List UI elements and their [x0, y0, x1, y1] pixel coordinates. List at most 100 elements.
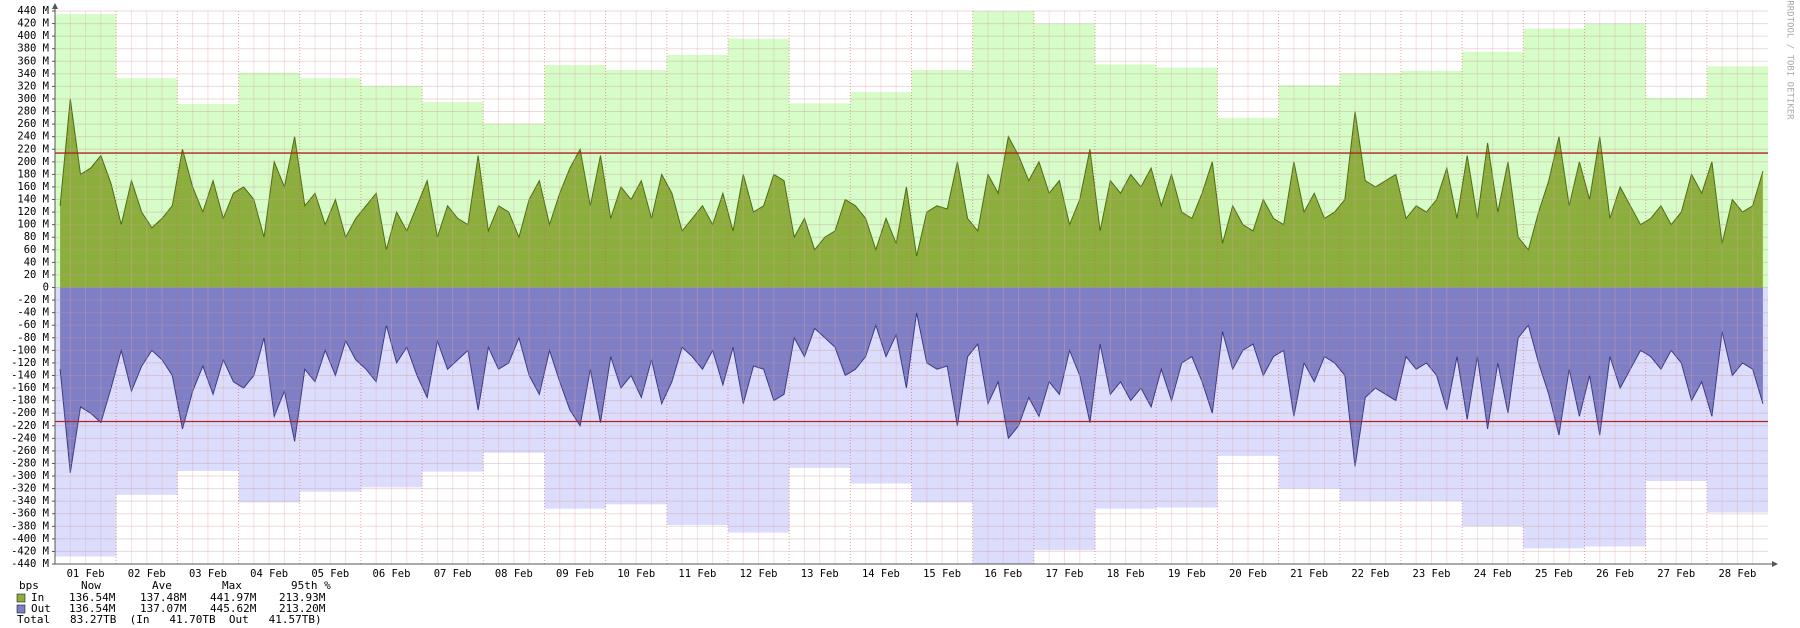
legend-header: bps — [19, 579, 39, 592]
watermark: RRDTOOL / TOBI OETIKER — [1785, 0, 1795, 120]
x-tick-label: 12 Feb — [740, 568, 778, 580]
legend-value: 213.20M — [279, 602, 326, 615]
traffic-area — [60, 98, 1763, 288]
x-tick-label: 28 Feb — [1718, 568, 1756, 580]
y-tick-label: 0 — [43, 282, 49, 294]
x-tick-label: 23 Feb — [1413, 568, 1451, 580]
y-tick-label: -80 M — [17, 332, 49, 344]
legend-name: In — [31, 591, 44, 604]
y-tick-label: 100 M — [17, 219, 49, 231]
legend-value: 137.48M — [140, 591, 187, 604]
x-tick-label: 03 Feb — [189, 568, 227, 580]
legend-header: Now — [81, 579, 101, 592]
plot-overlay — [52, 3, 1778, 567]
x-tick-label: 19 Feb — [1168, 568, 1206, 580]
y-tick-label: 200 M — [17, 156, 49, 168]
y-tick-label: 80 M — [24, 231, 49, 243]
x-tick-label: 14 Feb — [862, 568, 900, 580]
legend-total: Total 83.27TB (In 41.70TB Out 41.57TB) — [17, 613, 322, 626]
legend-value: 441.97M — [210, 591, 257, 604]
y-tick-label: -200 M — [11, 407, 49, 419]
x-axis-arrow — [1772, 561, 1778, 567]
x-tick-label: 16 Feb — [984, 568, 1022, 580]
x-tick-label: 02 Feb — [128, 568, 166, 580]
x-tick-label: 18 Feb — [1107, 568, 1145, 580]
y-tick-label: 360 M — [17, 55, 49, 67]
y-tick-label: 160 M — [17, 181, 49, 193]
legend-value: 445.62M — [210, 602, 257, 615]
legend-value: 136.54M — [69, 591, 116, 604]
x-tick-label: 13 Feb — [801, 568, 839, 580]
y-tick-label: 340 M — [17, 68, 49, 80]
x-tick-label: 15 Feb — [923, 568, 961, 580]
legend-swatch — [16, 604, 26, 614]
legend-value: 213.93M — [279, 591, 326, 604]
y-tick-label: 40 M — [24, 256, 49, 268]
y-tick-label: -120 M — [11, 357, 49, 369]
x-tick-label: 06 Feb — [373, 568, 411, 580]
y-tick-label: 280 M — [17, 106, 49, 118]
y-tick-label: 60 M — [24, 244, 49, 256]
x-tick-label: 20 Feb — [1229, 568, 1267, 580]
y-tick-label: -380 M — [11, 520, 49, 532]
y-tick-label: -360 M — [11, 508, 49, 520]
y-tick-label: 320 M — [17, 80, 49, 92]
y-tick-label: -260 M — [11, 445, 49, 457]
x-tick-label: 21 Feb — [1290, 568, 1328, 580]
y-tick-label: 120 M — [17, 206, 49, 218]
y-tick-label: -40 M — [17, 307, 49, 319]
legend-value: 137.07M — [140, 602, 187, 615]
x-tick-label: 10 Feb — [617, 568, 655, 580]
y-tick-label: -300 M — [11, 470, 49, 482]
y-tick-label: 380 M — [17, 43, 49, 55]
x-tick-label: 07 Feb — [434, 568, 472, 580]
y-tick-label: 240 M — [17, 131, 49, 143]
y-tick-label: -100 M — [11, 344, 49, 356]
x-tick-label: 08 Feb — [495, 568, 533, 580]
y-tick-label: 400 M — [17, 30, 49, 42]
x-tick-label: 04 Feb — [250, 568, 288, 580]
legend-header: Max — [222, 579, 242, 592]
y-tick-label: -320 M — [11, 483, 49, 495]
x-tick-label: 27 Feb — [1657, 568, 1695, 580]
y-tick-label: 220 M — [17, 143, 49, 155]
legend-swatch — [16, 593, 26, 603]
y-tick-label: -60 M — [17, 319, 49, 331]
y-tick-label: -240 M — [11, 432, 49, 444]
y-tick-label: -220 M — [11, 420, 49, 432]
legend-header: Ave — [152, 579, 172, 592]
y-tick-label: -340 M — [11, 495, 49, 507]
legend-value: 136.54M — [69, 602, 116, 615]
y-axis-arrow — [52, 3, 58, 9]
y-tick-label: 260 M — [17, 118, 49, 130]
y-tick-label: 20 M — [24, 269, 49, 281]
x-tick-label: 01 Feb — [67, 568, 105, 580]
y-tick-label: -180 M — [11, 395, 49, 407]
y-tick-label: 140 M — [17, 194, 49, 206]
y-tick-label: -140 M — [11, 369, 49, 381]
x-tick-label: 17 Feb — [1045, 568, 1083, 580]
y-tick-label: -280 M — [11, 457, 49, 469]
y-tick-label: 440 M — [17, 5, 49, 17]
legend-header: 95th % — [291, 579, 331, 592]
y-tick-label: -420 M — [11, 545, 49, 557]
x-tick-label: 24 Feb — [1474, 568, 1512, 580]
y-tick-label: -400 M — [11, 533, 49, 545]
x-tick-label: 26 Feb — [1596, 568, 1634, 580]
x-tick-label: 22 Feb — [1351, 568, 1389, 580]
y-tick-label: 180 M — [17, 168, 49, 180]
legend-name: Out — [31, 602, 51, 615]
y-tick-label: -20 M — [17, 294, 49, 306]
x-tick-label: 05 Feb — [311, 568, 349, 580]
x-tick-label: 11 Feb — [678, 568, 716, 580]
x-tick-label: 09 Feb — [556, 568, 594, 580]
y-tick-label: 420 M — [17, 18, 49, 30]
y-tick-label: 300 M — [17, 93, 49, 105]
y-tick-label: -160 M — [11, 382, 49, 394]
traffic-area — [60, 287, 1763, 473]
x-tick-label: 25 Feb — [1535, 568, 1573, 580]
y-tick-label: -440 M — [11, 558, 49, 570]
plot-area — [55, 11, 1768, 564]
